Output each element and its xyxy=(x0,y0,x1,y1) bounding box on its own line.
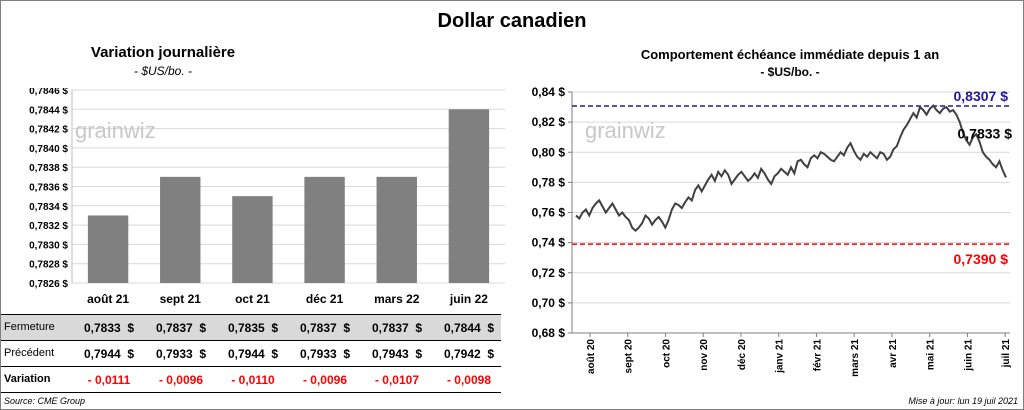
bar-y-tick-label: 0,7828 $ xyxy=(29,260,68,271)
bar-y-tick-label: 0,7830 $ xyxy=(29,240,68,251)
right-chart-subtitle: - $US/bo. - xyxy=(760,65,820,79)
table-row: Précédent 0,7944 $ 0,7933 $ 0,7944 $ 0,7933 … xyxy=(1,341,501,367)
bar xyxy=(87,215,129,283)
line-x-label: juin 21 xyxy=(963,339,974,372)
bar-y-tick-label: 0,7838 $ xyxy=(29,163,68,174)
table-cell: - 0,0111 xyxy=(87,373,131,387)
line-y-tick-label: 0,74 $ xyxy=(532,236,566,250)
bar-y-tick-label: 0,7844 $ xyxy=(29,105,68,116)
source-note: Source: CME Group xyxy=(4,396,86,406)
table-cell: 0,7933 $ xyxy=(299,347,351,361)
bar xyxy=(376,176,417,283)
left-chart-title: Variation journalière xyxy=(90,44,236,61)
line-y-tick-label: 0,84 $ xyxy=(532,85,566,99)
line-x-label: sept 20 xyxy=(624,339,635,374)
line-x-label: févr 21 xyxy=(812,339,823,372)
table-cell: 0,7835 $ xyxy=(227,321,279,335)
left-chart-subtitle: - $US/bo. - xyxy=(133,64,193,78)
high-label: 0,8307 $ xyxy=(954,88,1009,104)
bar-y-tick-label: 0,7834 $ xyxy=(29,202,68,213)
bar-x-label: sept 21 xyxy=(160,292,202,306)
table-separator xyxy=(1,392,501,393)
bar-chart: 0,7826 $ 0,7828 $ 0,7830 $ 0,7832 $ 0,7834 $… xyxy=(29,88,505,306)
table-cell: 0,7837 $ xyxy=(371,321,423,335)
line-y-tick-label: 0,72 $ xyxy=(532,266,566,280)
bar-x-label: juin 22 xyxy=(449,292,488,306)
low-label: 0,7390 $ xyxy=(954,251,1009,267)
line-x-label: juil 21 xyxy=(1001,339,1012,369)
watermark-right: grainwiz xyxy=(585,118,666,143)
line-y-tick-label: 0,70 $ xyxy=(532,296,566,310)
table-cell: 0,7943 $ xyxy=(371,347,423,361)
table-separator xyxy=(1,366,501,367)
bar xyxy=(160,176,201,283)
table-cell: - 0,0096 xyxy=(302,373,348,387)
table-cell: 0,7944 $ xyxy=(83,347,135,361)
bar xyxy=(448,109,490,283)
table-row-label: Précédent xyxy=(4,347,55,359)
line-x-label: avr 21 xyxy=(888,339,899,368)
last-value-label: 0,7833 $ xyxy=(958,126,1013,142)
update-note: Mise à jour: lun 19 juil 2021 xyxy=(908,396,1018,406)
bar-x-label: déc 21 xyxy=(306,292,344,306)
table-cell: 0,7833 $ xyxy=(83,321,135,335)
bar-x-label: oct 21 xyxy=(235,292,270,306)
line-x-label: déc 20 xyxy=(737,339,748,371)
line-y-tick-label: 0,68 $ xyxy=(532,326,566,340)
line-x-label: mai 21 xyxy=(926,339,937,371)
bar-x-label: août 21 xyxy=(87,292,129,306)
line-x-label: mars 21 xyxy=(850,339,861,377)
table-cell: - 0,0107 xyxy=(374,373,420,387)
right-chart-title: Comportement échéance immédiate depuis 1… xyxy=(640,47,940,62)
table-cell: 0,7942 $ xyxy=(443,347,495,361)
bar-y-tick-label: 0,7832 $ xyxy=(29,221,68,232)
line-x-label: août 20 xyxy=(586,339,597,374)
table-separator xyxy=(1,340,501,341)
line-y-tick-label: 0,80 $ xyxy=(532,145,566,159)
table-cell: - 0,0098 xyxy=(446,373,492,387)
line-y-tick-label: 0,76 $ xyxy=(532,206,566,220)
table-row: Variation - 0,0111 - 0,0096 - 0,0110 - 0,009… xyxy=(1,367,501,393)
table-row: Fermeture 0,7833 $ 0,7837 $ 0,7835 $ 0,7837 … xyxy=(1,315,501,341)
series-line xyxy=(575,104,1007,232)
bar xyxy=(304,176,345,283)
line-y-tick-label: 0,82 $ xyxy=(532,115,566,129)
watermark-left: grainwiz xyxy=(75,118,156,143)
line-chart: 0,68 $ 0,70 $ 0,72 $ 0,74 $ 0,76 $ 0,78 $ 0,80… xyxy=(532,85,1013,377)
line-x-label: oct 20 xyxy=(661,339,672,368)
page-title: Dollar canadien xyxy=(437,10,587,32)
table-cell: 0,7837 $ xyxy=(155,321,207,335)
bar-y-tick-label: 0,7826 $ xyxy=(29,279,68,290)
bar-x-label: mars 22 xyxy=(374,292,420,306)
table-cell: 0,7933 $ xyxy=(155,347,207,361)
table-cell: 0,7844 $ xyxy=(443,321,495,335)
table-cell: 0,7944 $ xyxy=(227,347,279,361)
table-cell: - 0,0096 xyxy=(158,373,204,387)
bar-y-tick-label: 0,7840 $ xyxy=(29,144,68,155)
bar-y-tick-label: 0,7842 $ xyxy=(29,125,68,136)
bar xyxy=(232,196,273,283)
table-row-label: Fermeture xyxy=(4,321,55,333)
table-cell: 0,7837 $ xyxy=(299,321,351,335)
bar-y-tick-label: 0,7846 $ xyxy=(29,88,68,97)
bar-y-tick-label: 0,7836 $ xyxy=(29,183,68,194)
line-x-label: nov 20 xyxy=(699,339,710,371)
table-cell: - 0,0110 xyxy=(231,373,275,387)
table-row-label: Variation xyxy=(4,373,51,385)
table-separator xyxy=(1,314,501,315)
line-y-tick-label: 0,78 $ xyxy=(532,175,566,189)
line-x-label: janv 21 xyxy=(775,339,786,374)
